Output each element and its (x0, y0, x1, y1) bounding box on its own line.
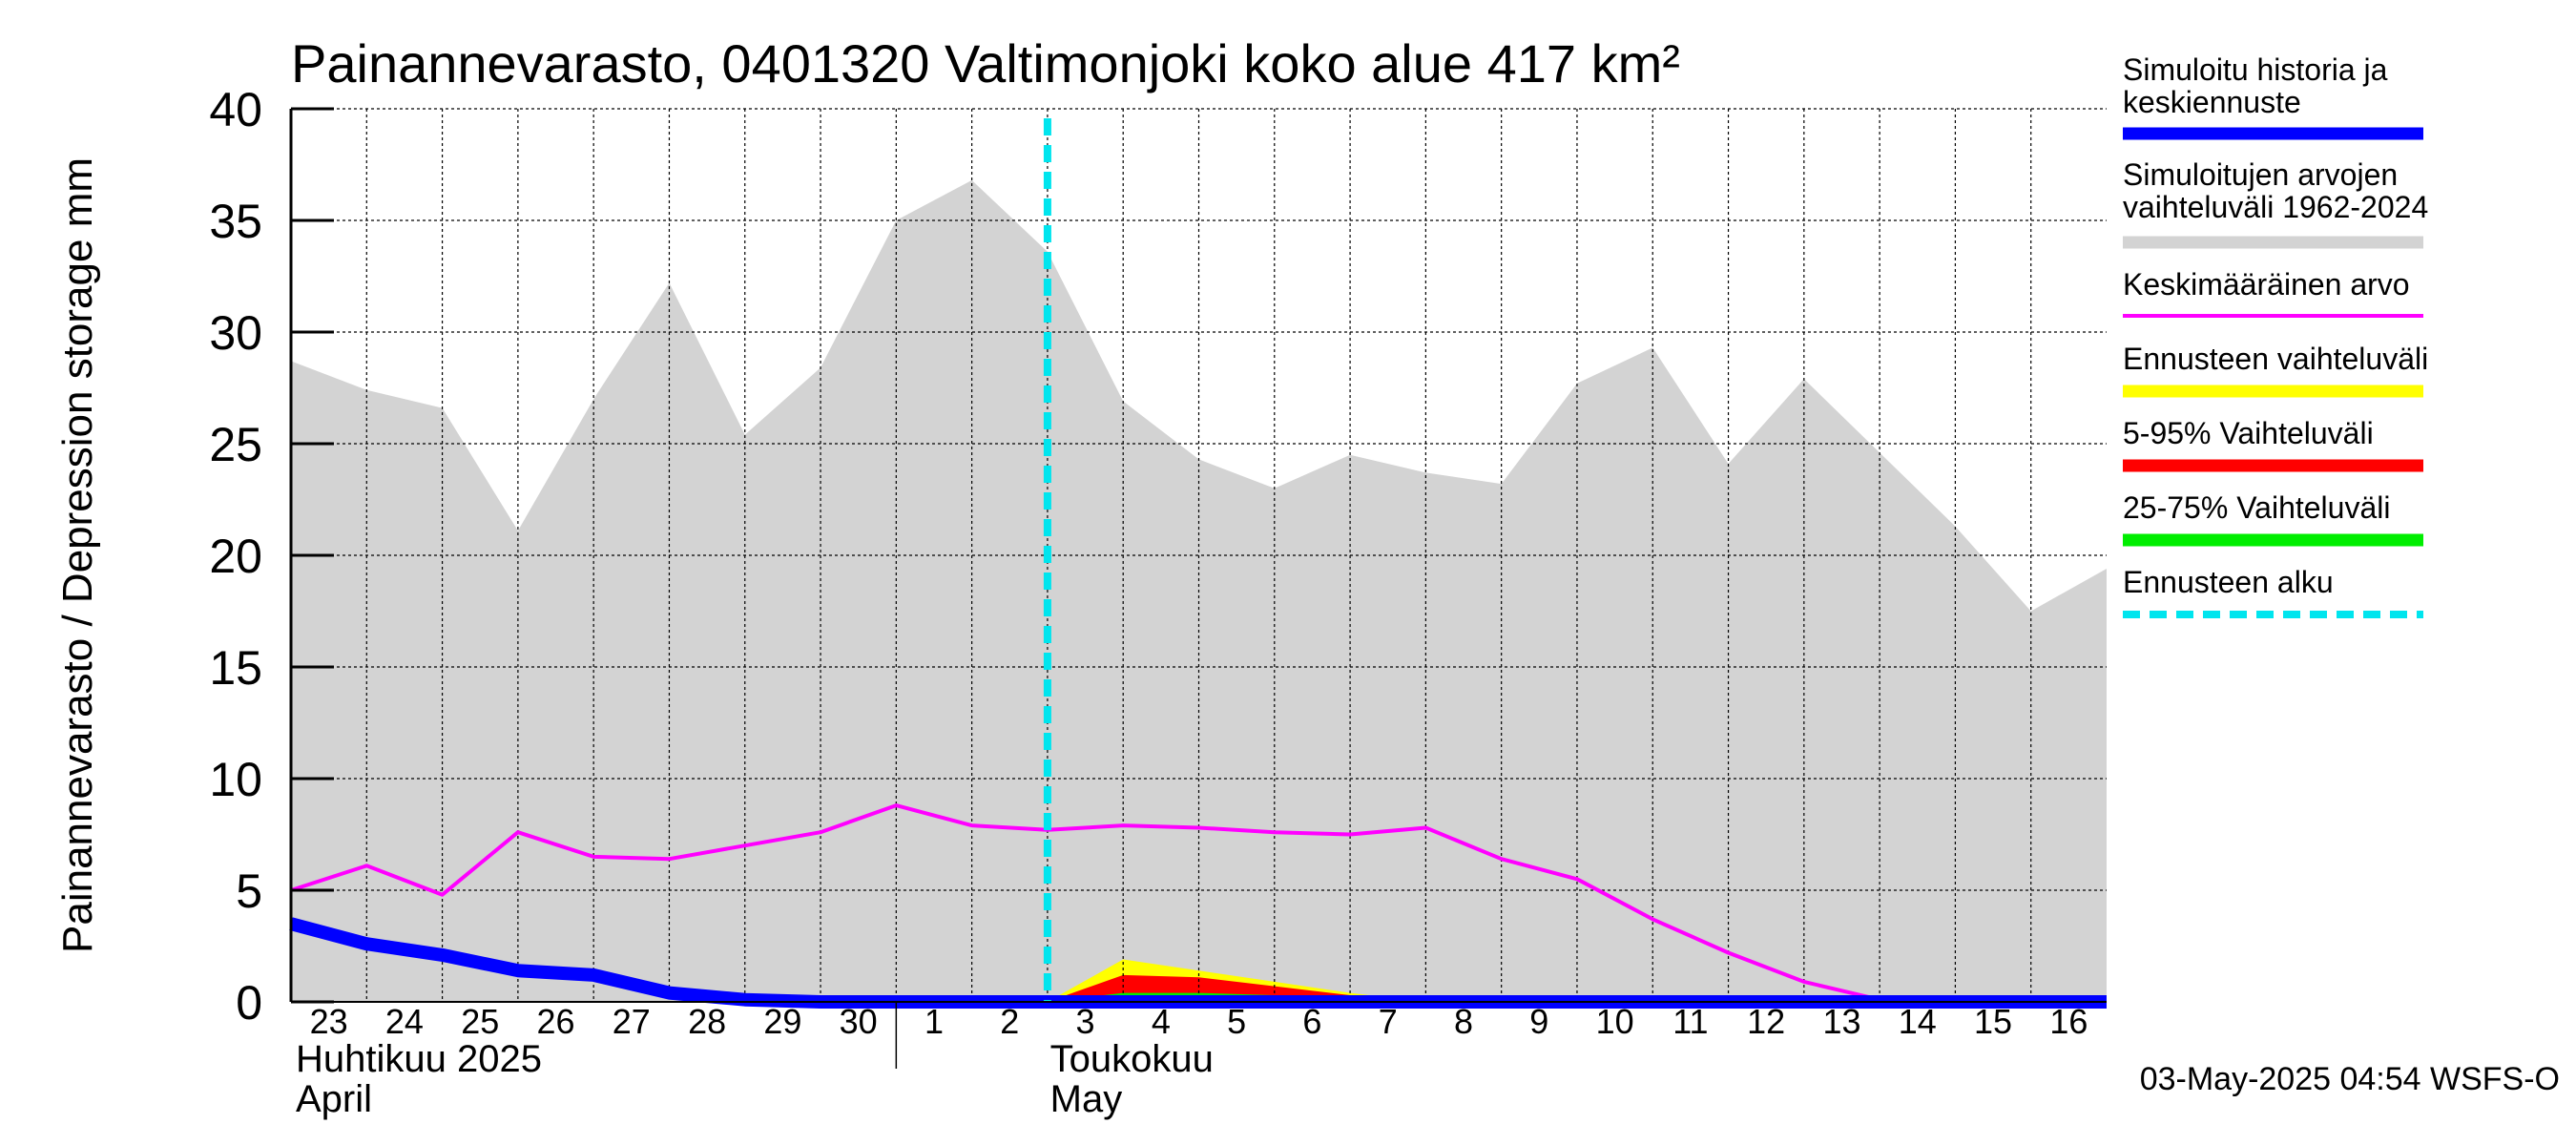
y-tick-label-30: 30 (209, 306, 262, 360)
x-tick-label: 23 (310, 1002, 348, 1041)
y-tick-label-20: 20 (209, 530, 262, 583)
x-tick-label: 11 (1672, 1002, 1708, 1041)
x-tick-label: 14 (1899, 1002, 1937, 1041)
legend-label-1: Simuloitujen arvojen vaihteluväli 1962-20… (2123, 157, 2428, 224)
x-tick-label: 15 (1974, 1002, 2012, 1041)
x-tick-label: 4 (1152, 1002, 1171, 1041)
month-label: Toukokuu (1050, 1038, 1214, 1080)
x-tick-label: 16 (2049, 1002, 2088, 1041)
y-tick-label-5: 5 (236, 864, 262, 918)
y-tick-label-10: 10 (209, 753, 262, 806)
legend-label-line1: Simuloitu historia ja (2123, 52, 2388, 87)
x-tick-label: 10 (1596, 1002, 1634, 1041)
x-tick-label: 8 (1454, 1002, 1473, 1041)
month-label-en: April (296, 1078, 372, 1120)
y-axis-label: Painannevarasto / Depression storage mm (54, 157, 101, 953)
x-tick-label: 3 (1076, 1002, 1095, 1041)
x-tick-label: 30 (840, 1002, 878, 1041)
line-0 (290, 803, 2107, 1004)
x-tick-label: 5 (1227, 1002, 1246, 1041)
timestamp-footer: 03-May-2025 04:54 WSFS-O (2140, 1061, 2560, 1097)
x-tick-label: 26 (536, 1002, 574, 1041)
chart-title: Painannevarasto, 0401320 Valtimonjoki ko… (291, 33, 1680, 94)
x-tick-label: 29 (763, 1002, 801, 1041)
legend-label-line1: Simuloitujen arvojen (2123, 157, 2398, 192)
legend: Simuloitu historia ja keskiennusteSimuloi… (2123, 52, 2428, 618)
x-tick-label: 9 (1529, 1002, 1548, 1041)
y-tick-label-15: 15 (209, 641, 262, 695)
y-tick-label-0: 0 (236, 976, 262, 1030)
x-tick-label: 12 (1747, 1002, 1785, 1041)
legend-label-0: Simuloitu historia ja keskiennuste (2123, 52, 2388, 119)
legend-label-line2: keskiennuste (2123, 85, 2301, 119)
y-tick-label-25: 25 (209, 418, 262, 471)
legend-label-3: Ennusteen vaihteluväli (2123, 342, 2428, 376)
x-tick-label: 1 (924, 1002, 944, 1041)
x-tick-label: 27 (613, 1002, 651, 1041)
month-label-en: May (1050, 1078, 1123, 1120)
x-tick-label: 6 (1302, 1002, 1321, 1041)
legend-label-6: Ennusteen alku (2123, 565, 2334, 599)
y-tick-label-35: 35 (209, 195, 262, 248)
x-tick-label: 7 (1379, 1002, 1398, 1041)
x-tick-label: 2 (1000, 1002, 1019, 1041)
x-tick-label: 24 (385, 1002, 424, 1041)
x-tick-label: 28 (688, 1002, 726, 1041)
month-label: Huhtikuu 2025 (296, 1038, 542, 1080)
legend-label-5: 25-75% Vaihteluväli (2123, 490, 2390, 525)
x-tick-label: 13 (1822, 1002, 1860, 1041)
legend-label-line2: vaihteluväli 1962-2024 (2123, 190, 2428, 224)
legend-label-2: Keskimääräinen arvo (2123, 267, 2410, 302)
x-tick-label: 25 (461, 1002, 499, 1041)
legend-label-4: 5-95% Vaihteluväli (2123, 416, 2374, 450)
y-tick-label-40: 40 (209, 83, 262, 136)
